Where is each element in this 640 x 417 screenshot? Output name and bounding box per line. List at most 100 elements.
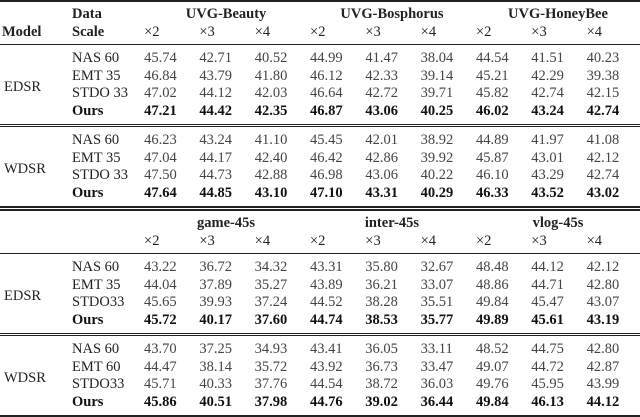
value-cell: 42.86 [365,149,398,166]
value-cell: 43.06 [365,102,398,119]
value-cell: 44.89 [473,124,530,150]
table-row: STDO33 45.65 39.93 37.24 44.52 38.28 35.51 49.8… [0,294,640,312]
table-row: EMT 60 44.47 38.14 35.72 43.92 36.73 33.47 49.0… [0,359,640,377]
empty-header [0,1,70,24]
value-cell: 40.33 [199,376,232,393]
data-scale-cell: NAS 60 [70,333,143,359]
value-cell: 33.07 [420,276,454,293]
table-row: EMT 35 46.84 43.79 41.80 46.12 42.33 39.14 45.2… [0,68,640,86]
value-cell: 35.51 [420,294,454,311]
value-cell: 40.51 [199,393,232,410]
value-cell: 46.87 [310,102,343,119]
value-cell: 34.93 [252,333,308,359]
header-row-datasets: game-45s inter-45s vlog-45s [0,210,640,233]
value-cell: 47.64 [144,184,177,201]
data-scale-cell: Ours [72,393,104,410]
value-cell: 42.74 [586,102,620,119]
value-cell: 49.84 [475,294,509,311]
value-cell: 36.73 [365,358,398,375]
data-scale-cell: EMT 35 [72,149,121,166]
value-cell: 44.52 [309,294,343,311]
data-scale-cell: STDO 33 [72,85,129,102]
value-cell: 45.47 [531,294,564,311]
value-cell: 43.02 [586,184,620,201]
data-scale-cell: NAS 60 [72,259,120,276]
value-cell: 43.79 [199,67,232,84]
value-cell: 44.74 [309,311,343,328]
value-cell: 45.86 [144,393,177,410]
value-cell: 42.87 [586,358,620,375]
table-row: WDSR NAS 60 46.23 43.24 41.10 45.45 42.01 38.92… [0,124,640,207]
value-cell: 43.41 [307,333,364,359]
value-cell: 35.77 [420,311,454,328]
value-cell: 44.17 [199,149,232,166]
value-cell: 46.64 [310,85,343,102]
value-cell: 40.52 [254,50,288,67]
table-row: Ours 45.86 40.51 37.98 44.76 39.02 36.44 49.84 4… [0,394,640,417]
table-row: STDO 33 47.02 44.12 42.03 46.64 42.72 39.71 45.… [0,85,640,103]
scale-factor-header: ×2 [142,232,198,254]
value-cell: 43.01 [531,149,564,166]
value-cell: 32.67 [420,259,454,276]
scale-factor-header: ×2 [307,232,364,254]
header-row-scales: Model Scale ×2 ×3 ×4 ×2 ×3 ×4 ×2 ×3 ×4 [0,23,640,45]
table-row: Ours 45.72 40.17 37.60 44.74 38.53 35.77 49.89 4… [0,312,640,335]
value-cell: 45.74 [144,50,177,67]
data-scale-cell: STDO 33 [72,167,129,184]
value-cell: 47.50 [144,167,177,184]
value-cell: 44.71 [531,276,564,293]
value-cell: 39.92 [420,149,454,166]
value-cell: 37.60 [254,311,288,328]
table-row: Ours 47.64 44.85 43.10 47.10 43.31 40.29 46.33 4… [0,185,640,208]
value-cell: 42.12 [586,149,620,166]
dataset-header: vlog-45s [532,215,584,232]
table-block: game-45s inter-45s vlog-45s ×2 ×3 ×4 ×2 ×3 ×4 ×2 ×… [0,209,640,417]
value-cell: 39.14 [420,67,454,84]
value-cell: 43.10 [254,184,288,201]
data-scale-cell: NAS 60 [70,124,143,150]
value-cell: 36.05 [363,333,419,359]
scale-factor-header: ×4 [418,23,474,45]
dataset-header: UVG-Beauty [185,6,267,23]
header-row-datasets: Data UVG-Beauty UVG-Bosphorus UVG-HoneyBee [0,1,640,24]
scale-factor-header: ×3 [529,232,585,254]
value-cell: 41.97 [529,124,585,150]
value-cell: 37.98 [254,393,288,410]
data-scale-cell: EMT 35 [72,67,121,84]
scale-factor-header: ×3 [363,23,419,45]
value-cell: 43.24 [197,124,253,150]
value-cell: 44.85 [199,184,232,201]
value-cell: 43.52 [531,184,564,201]
value-cell: 45.82 [475,85,509,102]
value-cell: 49.07 [475,358,509,375]
value-cell: 43.07 [586,294,620,311]
model-cell: WDSR [0,333,71,416]
value-cell: 42.88 [254,167,288,184]
value-cell: 43.89 [309,276,343,293]
value-cell: 45.65 [144,294,177,311]
value-cell: 47.10 [310,184,343,201]
scale-factor-header: ×2 [473,232,530,254]
data-scale-cell: EMT 60 [72,358,121,375]
data-header: Data [72,6,102,23]
value-cell: 40.25 [420,102,454,119]
value-cell: 48.52 [473,333,530,359]
model-header [0,232,71,254]
value-cell: 39.71 [420,85,454,102]
value-cell: 36.03 [420,376,454,393]
value-cell: 46.84 [144,67,177,84]
value-cell: 47.02 [144,85,177,102]
value-cell: 42.35 [254,102,288,119]
value-cell: 46.02 [475,102,509,119]
scale-factor-header: ×3 [529,23,585,45]
value-cell: 44.72 [531,358,564,375]
value-cell: 45.95 [531,376,564,393]
value-cell: 43.06 [365,167,398,184]
scale-factor-header: ×3 [197,232,253,254]
value-cell: 42.40 [254,149,288,166]
scale-factor-header: ×4 [252,23,309,45]
value-cell: 45.61 [531,311,564,328]
value-cell: 44.42 [199,102,232,119]
value-cell: 49.89 [475,311,509,328]
